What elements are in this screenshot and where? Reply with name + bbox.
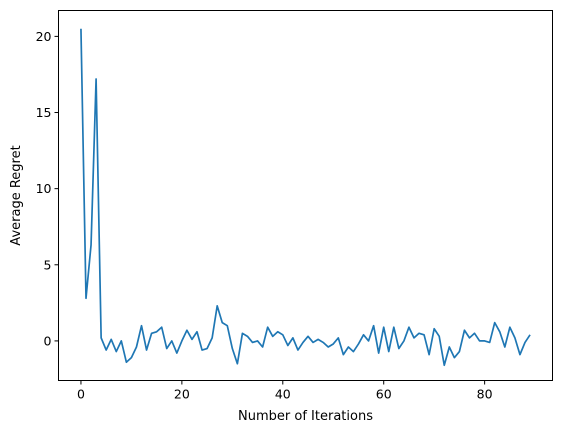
y-tick-label: 10: [36, 181, 52, 196]
plot-frame: [58, 10, 553, 381]
x-tick-label: 0: [77, 387, 85, 402]
plot-area: [80, 28, 531, 367]
x-tick-label: 80: [477, 387, 493, 402]
series-line-0: [80, 28, 531, 367]
y-axis-label: Average Regret: [9, 145, 24, 245]
x-tick-label: 60: [376, 387, 392, 402]
x-tick-label: 40: [275, 387, 291, 402]
x-axis-label: Number of Iterations: [238, 409, 373, 424]
x-tick-label: 20: [174, 387, 190, 402]
y-tick-label: 20: [36, 29, 52, 44]
axis-ticks: 0 20 40 60 80 0 5 10 15 20: [36, 29, 493, 402]
y-tick-label: 0: [44, 333, 52, 348]
y-tick-label: 15: [36, 105, 52, 120]
y-tick-label: 5: [44, 257, 52, 272]
